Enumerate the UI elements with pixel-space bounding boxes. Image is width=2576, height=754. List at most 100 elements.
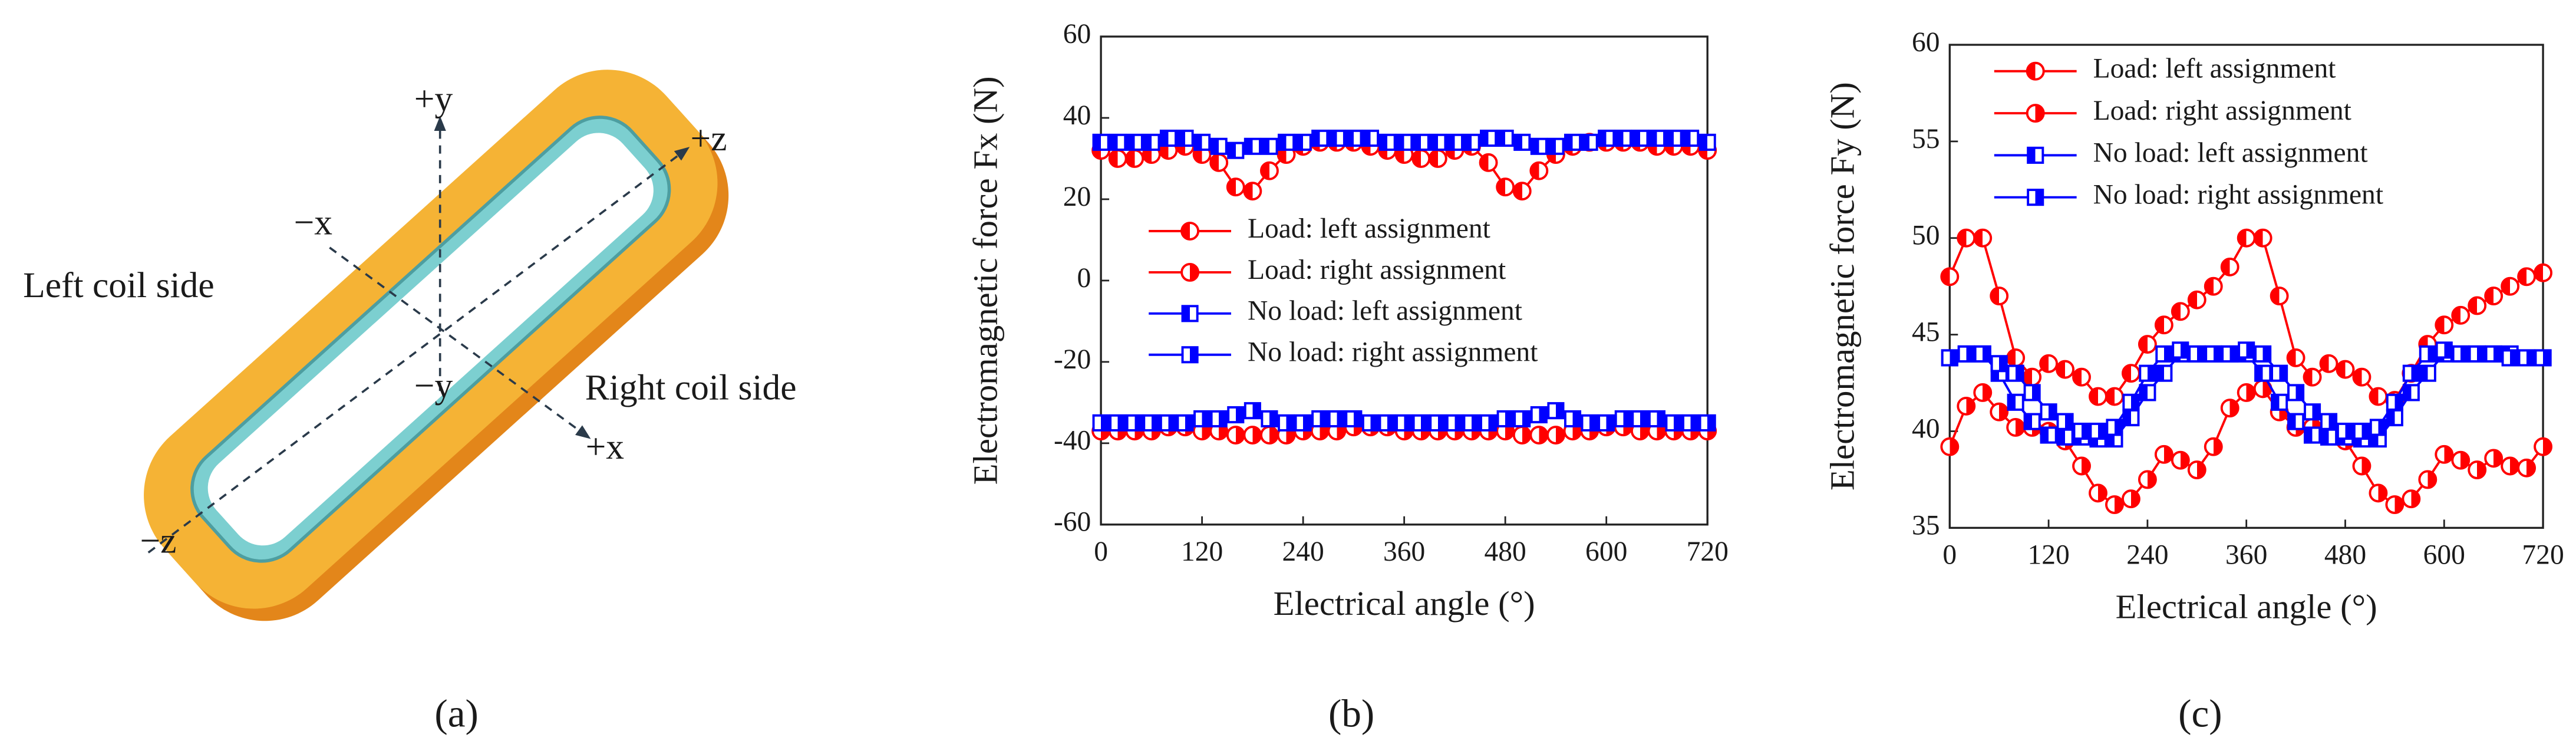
marker: [1244, 137, 1261, 155]
x-tick-label: 120: [1181, 536, 1223, 567]
marker: [2386, 409, 2403, 427]
marker: [2501, 456, 2520, 476]
marker: [2254, 364, 2272, 382]
marker: [2188, 345, 2206, 363]
marker: [2418, 470, 2438, 489]
marker: [1108, 149, 1127, 168]
y-tick-label: -20: [1054, 344, 1091, 375]
marker: [2353, 422, 2370, 440]
marker: [1546, 426, 1565, 445]
x-tick-label: 720: [1687, 536, 1729, 567]
marker: [1957, 396, 1976, 416]
marker: [2452, 345, 2469, 363]
marker: [1990, 402, 2009, 422]
x-tick-label: 720: [2522, 540, 2564, 571]
marker: [2154, 315, 2173, 335]
marker: [1193, 410, 1211, 427]
marker: [2468, 296, 2487, 315]
marker: [2204, 276, 2223, 296]
legend-marker: [1180, 262, 1200, 282]
marker: [1529, 426, 1549, 445]
marker: [2172, 341, 2189, 359]
legend-label: No load: left assignment: [2093, 137, 2368, 168]
marker: [1682, 129, 1700, 147]
marker: [2319, 354, 2338, 373]
marker: [1581, 133, 1598, 151]
marker: [1648, 129, 1666, 147]
marker: [2073, 422, 2090, 440]
axis-x: [329, 246, 591, 439]
marker: [1631, 410, 1649, 427]
marker: [1463, 133, 1480, 151]
marker: [2023, 413, 2041, 430]
marker: [1311, 410, 1329, 427]
marker: [1260, 426, 1279, 445]
marker: [2468, 345, 2486, 363]
marker: [1345, 410, 1363, 427]
x-axis-label: Electrical angle (°): [2116, 588, 2377, 626]
marker: [2435, 315, 2454, 335]
marker: [1412, 414, 1430, 432]
marker: [2023, 367, 2042, 387]
marker: [1109, 414, 1127, 432]
marker: [1345, 129, 1363, 147]
side-label: Left coil side: [23, 265, 215, 305]
marker: [1940, 267, 1960, 287]
marker: [1328, 129, 1345, 147]
legend-marker: [1180, 222, 1200, 241]
marker: [2006, 418, 2026, 437]
legend-marker: [2026, 104, 2045, 123]
marker: [2352, 367, 2371, 387]
marker: [1261, 410, 1278, 427]
marker: [1463, 414, 1480, 432]
marker: [1193, 133, 1211, 151]
coil-hole: [207, 133, 654, 546]
marker: [1209, 153, 1229, 172]
marker: [1598, 414, 1615, 432]
marker: [2006, 348, 2026, 367]
marker: [2534, 437, 2553, 456]
marker: [2089, 483, 2107, 503]
legend-marker: [1181, 305, 1199, 322]
marker: [2139, 364, 2156, 382]
axis-label: −z: [140, 521, 176, 561]
marker: [2517, 267, 2537, 287]
marker: [1974, 345, 1991, 363]
marker: [2023, 384, 2041, 401]
marker: [2089, 387, 2107, 406]
marker: [2304, 403, 2321, 421]
marker: [2056, 428, 2074, 446]
y-tick-label: 50: [1912, 220, 1940, 251]
marker: [1243, 426, 1262, 445]
marker: [1294, 133, 1312, 151]
marker: [1530, 406, 1548, 424]
marker: [1973, 228, 1993, 248]
x-tick-label: 0: [1942, 540, 1957, 571]
x-tick-label: 0: [1094, 536, 1108, 567]
marker: [2171, 450, 2190, 470]
marker: [1480, 129, 1498, 147]
marker: [2286, 348, 2305, 367]
marker: [2056, 360, 2075, 379]
marker: [1210, 410, 1228, 427]
marker: [1614, 129, 1632, 147]
marker: [1990, 287, 2009, 306]
marker: [2254, 345, 2272, 363]
marker: [2271, 364, 2288, 382]
legend-marker: [2027, 146, 2044, 164]
marker: [1682, 414, 1700, 432]
marker: [1957, 228, 1976, 248]
legend-marker: [2027, 189, 2044, 206]
marker: [1496, 129, 1514, 147]
marker: [2121, 364, 2140, 383]
marker: [2402, 384, 2420, 401]
marker: [2138, 335, 2157, 354]
y-tick-label: 0: [1077, 263, 1091, 294]
marker: [2385, 495, 2405, 514]
marker: [1496, 177, 1515, 197]
marker: [1513, 410, 1531, 427]
y-tick-label: 40: [1063, 100, 1091, 131]
legend-label: Load: left assignment: [2093, 54, 2336, 84]
x-tick-label: 360: [1383, 536, 1425, 567]
y-tick-label: 60: [1912, 27, 1940, 58]
